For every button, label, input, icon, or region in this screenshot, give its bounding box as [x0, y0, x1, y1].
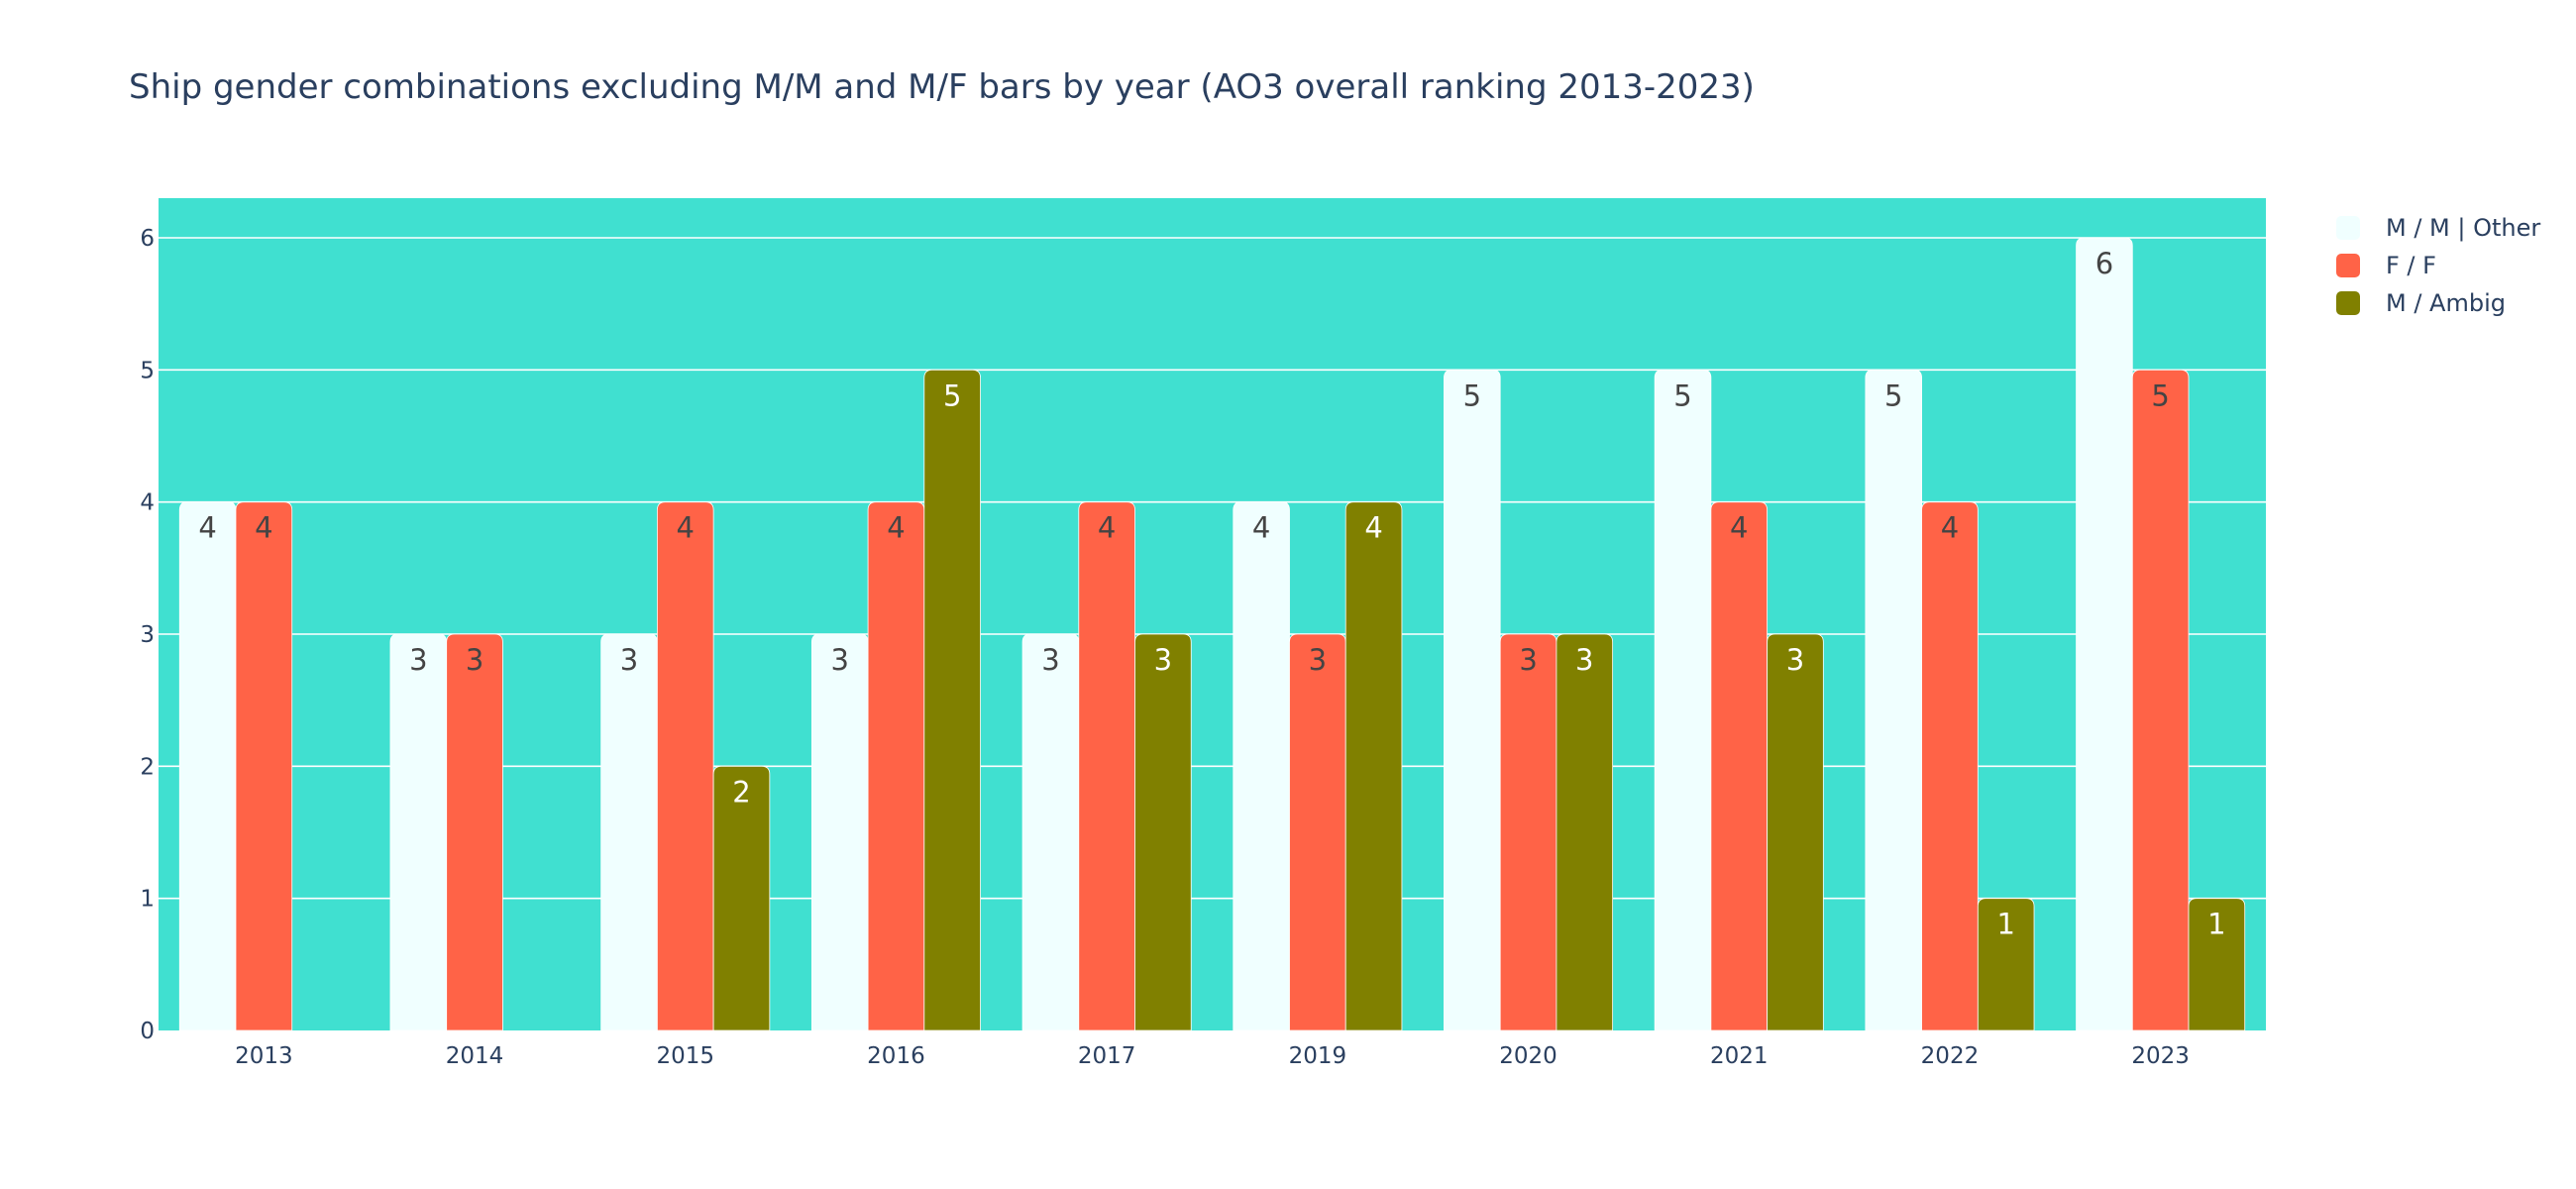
bar-value-label: 3	[1041, 643, 1059, 677]
bar	[1134, 633, 1192, 1031]
bar	[1767, 633, 1824, 1031]
bar	[810, 633, 869, 1031]
x-tick-label: 2021	[1710, 1043, 1769, 1069]
bar-value-label: 1	[1996, 908, 2014, 941]
bar	[867, 501, 925, 1031]
bar-value-label: 2	[732, 775, 750, 809]
bar	[178, 501, 237, 1031]
bar	[1977, 898, 2035, 1031]
bar	[389, 633, 448, 1031]
bar	[1289, 633, 1346, 1031]
bar-value-label: 4	[1364, 511, 1382, 545]
bar-value-label: 4	[198, 511, 216, 545]
bar	[446, 633, 503, 1031]
bar-value-label: 4	[1252, 511, 1270, 545]
bar	[1710, 501, 1769, 1031]
x-tick-label: 2023	[2131, 1043, 2190, 1069]
legend-item-label: F / F	[2386, 252, 2436, 279]
y-tick-label: 0	[140, 1019, 155, 1044]
x-tick-label: 2019	[1289, 1043, 1347, 1069]
x-tick-label: 2017	[1078, 1043, 1136, 1069]
bar-value-label: 6	[2095, 247, 2113, 280]
bar-value-label: 4	[1941, 511, 1959, 545]
y-tick-label: 6	[140, 226, 155, 252]
x-tick-label: 2014	[446, 1043, 504, 1069]
legend-item-label: M / Ambig	[2386, 289, 2506, 317]
legend[interactable]: M / M | Other F / F M / Ambig	[2336, 214, 2540, 317]
plot-area: 0 1 2 3 4 5 6 4 4 2013 3 3 2014 3 4 2 2015 3 4 5 2016 3 4 3 2017…	[140, 198, 2266, 1069]
y-tick-label: 3	[140, 622, 155, 648]
bar-value-label: 4	[887, 511, 905, 545]
bar-value-label: 5	[1884, 378, 1902, 412]
bar	[1499, 633, 1557, 1031]
bar	[235, 501, 293, 1031]
legend-swatch	[2336, 216, 2360, 240]
y-tick-label: 4	[140, 490, 155, 516]
bar-value-label: 4	[1730, 511, 1748, 545]
bar	[2131, 369, 2190, 1031]
bar	[600, 633, 658, 1031]
bar-value-label: 3	[466, 643, 483, 677]
bar-value-label: 4	[1098, 511, 1116, 545]
legend-item-label: M / M | Other	[2386, 214, 2540, 242]
bar	[1444, 369, 1501, 1031]
bar-value-label: 5	[1463, 378, 1481, 412]
bar	[1344, 501, 1403, 1031]
bar	[1654, 369, 1712, 1031]
bar-value-label: 3	[1309, 643, 1327, 677]
x-tick-label: 2016	[867, 1043, 925, 1069]
bar-value-label: 4	[677, 511, 695, 545]
x-tick-label: 2020	[1499, 1043, 1557, 1069]
bar-value-label: 1	[2207, 908, 2225, 941]
bar	[2076, 237, 2133, 1031]
y-tick-label: 1	[140, 887, 155, 913]
bar-value-label: 3	[620, 643, 638, 677]
bar-value-label: 3	[1519, 643, 1537, 677]
bar-value-label: 3	[1575, 643, 1593, 677]
bar	[1233, 501, 1290, 1031]
bar-value-label: 4	[255, 511, 272, 545]
bar	[712, 765, 771, 1031]
bar-value-label: 5	[1673, 378, 1691, 412]
y-tick-label: 2	[140, 754, 155, 780]
bar	[923, 369, 981, 1031]
bar-value-label: 3	[1786, 643, 1804, 677]
bar	[1078, 501, 1135, 1031]
bar	[1865, 369, 1922, 1031]
bar-value-label: 5	[2151, 378, 2169, 412]
x-tick-label: 2022	[1921, 1043, 1980, 1069]
chart-title: Ship gender combinations excluding M/M a…	[129, 67, 1755, 107]
bar	[1921, 501, 1979, 1031]
legend-swatch	[2336, 291, 2360, 315]
x-tick-label: 2015	[656, 1043, 714, 1069]
y-tick-label: 5	[140, 358, 155, 383]
bar	[1021, 633, 1080, 1031]
bar-value-label: 3	[409, 643, 427, 677]
bar-value-label: 3	[1154, 643, 1172, 677]
bar-value-label: 3	[831, 643, 849, 677]
bar-value-label: 5	[943, 378, 961, 412]
bar	[656, 501, 714, 1031]
legend-swatch	[2336, 254, 2360, 277]
x-tick-label: 2013	[235, 1043, 293, 1069]
bar	[1556, 633, 1614, 1031]
bar	[2188, 898, 2246, 1031]
